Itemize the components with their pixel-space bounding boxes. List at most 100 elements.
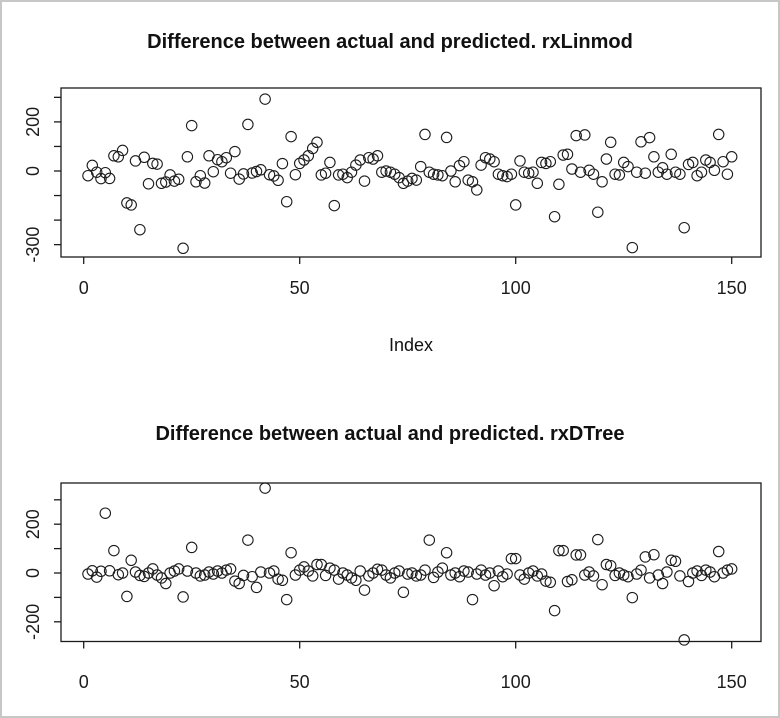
data-point [393,565,405,577]
data-point [259,93,271,105]
data-point [566,574,578,586]
data-point [436,562,449,574]
data-point [509,199,522,211]
data-point [691,565,703,577]
data-point [108,150,120,162]
y-tick-label: -200 [23,604,43,640]
data-point [626,241,639,254]
data-point [635,564,647,576]
plot-box-rxdtree [60,482,762,643]
data-point [172,563,185,575]
data-point [272,573,284,585]
data-point [95,172,107,185]
data-point [669,555,682,568]
data-point [95,565,107,578]
data-point [471,568,483,580]
data-point [220,151,233,164]
data-point [540,575,552,587]
data-point [358,175,371,187]
data-point [147,157,159,170]
data-point [712,545,725,558]
data-point [246,570,258,583]
data-point [306,570,319,582]
y-tick-label: 0 [23,166,43,176]
data-point [626,591,639,604]
data-point [613,169,626,181]
data-point [587,570,600,582]
data-point [177,591,189,603]
data-point [544,576,557,589]
data-point [160,577,172,590]
data-point [328,199,341,212]
data-point [242,534,254,546]
data-point [432,169,444,181]
data-point [337,168,349,180]
data-point [276,574,289,587]
data-point [268,170,280,182]
data-point [311,558,323,571]
data-point [708,164,721,177]
data-point [656,162,669,174]
data-point [496,169,509,182]
data-point [99,507,112,519]
data-point [617,156,630,169]
data-point [484,567,496,579]
data-point [505,168,518,180]
data-point [535,156,548,169]
data-point [112,151,125,163]
data-point [272,174,284,187]
data-point [237,168,250,180]
chart-title-rxlinmod: Difference between actual and predicted.… [147,31,633,53]
data-point [522,167,535,179]
data-point [648,548,660,561]
data-point [367,567,379,579]
data-point [432,566,444,578]
data-point [108,544,120,557]
data-point [103,172,116,185]
data-point [354,154,366,166]
data-point [488,155,500,168]
data-point [181,151,194,163]
data-point [255,164,267,176]
data-point [600,153,613,165]
data-point [665,148,677,161]
data-point [466,593,479,606]
data-point [86,565,99,577]
data-point [185,119,198,132]
y-tick-label: 200 [23,509,43,539]
data-point [285,130,297,143]
data-point [514,155,526,167]
data-point [652,166,665,178]
data-point [190,176,202,188]
data-point [280,195,293,208]
data-point [138,151,150,164]
data-point [311,136,323,149]
data-point [622,160,634,173]
x-tick-label: 100 [501,672,531,692]
x-tick-label: 150 [717,672,747,692]
data-point [332,169,345,181]
data-point [242,118,254,131]
data-point [579,129,591,141]
data-point [280,593,293,606]
data-point [220,564,233,576]
data-point [185,541,198,554]
y-tick-label: -300 [23,227,43,263]
y-tick-label: 200 [23,107,43,137]
data-point [298,561,310,573]
data-point [224,167,237,179]
data-point [324,156,336,169]
data-point [440,131,453,144]
data-point [574,549,587,561]
data-point [138,570,150,583]
x-tick-label: 0 [79,278,89,298]
data-point [587,168,600,180]
data-point [397,586,410,599]
data-point [548,210,561,223]
data-point [125,554,137,567]
data-point [419,128,431,141]
data-point [90,571,103,583]
data-point [596,578,608,591]
x-tick-label: 100 [501,278,531,298]
data-point [570,549,582,561]
